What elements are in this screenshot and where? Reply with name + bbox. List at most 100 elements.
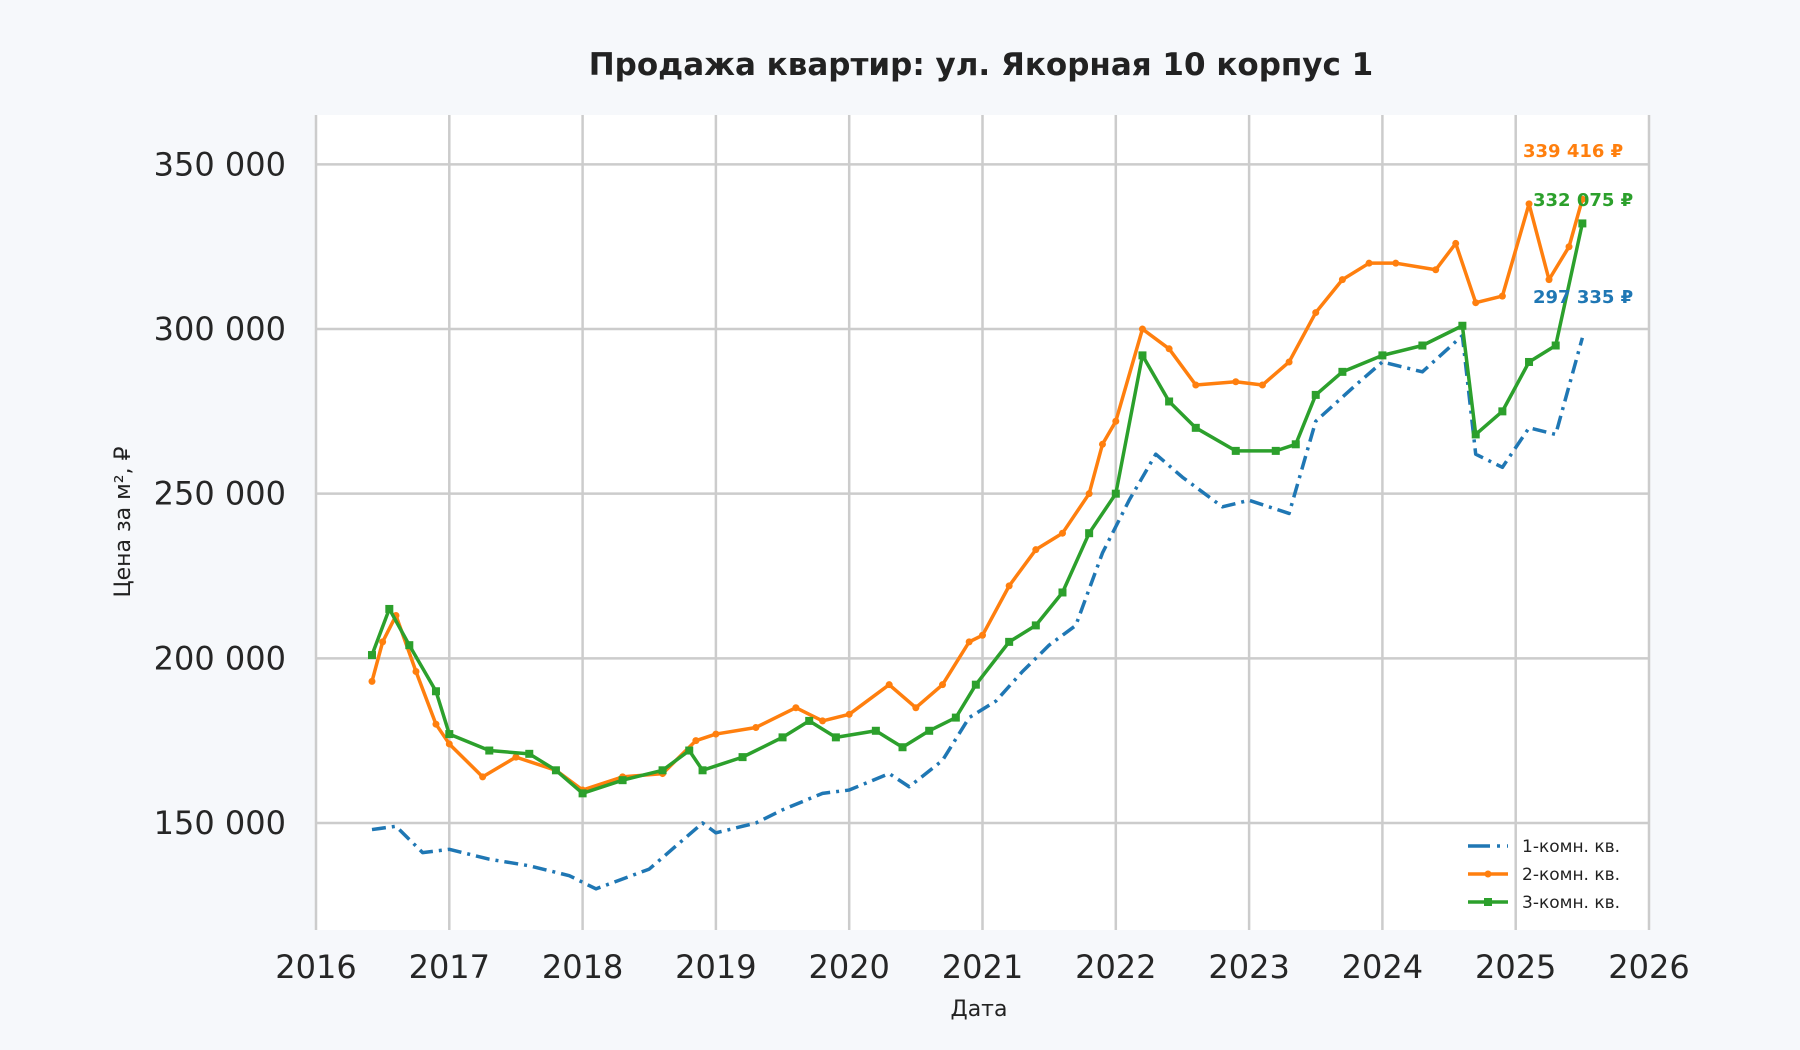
- data-point: [1058, 588, 1067, 597]
- data-point: [1058, 529, 1066, 537]
- grid: [314, 115, 1651, 930]
- data-point: [1472, 299, 1480, 307]
- x-tick-label: 2026: [1608, 948, 1689, 986]
- data-point: [432, 720, 440, 728]
- data-point: [1165, 345, 1173, 353]
- data-point: [805, 716, 814, 725]
- data-point: [965, 638, 973, 646]
- data-point: [1471, 430, 1480, 439]
- data-point: [1365, 259, 1373, 267]
- data-point: [1098, 440, 1106, 448]
- data-point: [431, 687, 440, 696]
- data-point: [1271, 446, 1280, 455]
- data-point: [1312, 309, 1320, 317]
- series-lines: [367, 195, 1587, 891]
- x-tick-label: 2017: [409, 948, 490, 986]
- data-point: [412, 668, 420, 676]
- data-point: [1005, 582, 1013, 590]
- data-point: [1338, 276, 1346, 284]
- data-point: [551, 766, 560, 775]
- data-point: [1392, 259, 1400, 267]
- y-tick-label: 300 000: [154, 310, 286, 348]
- data-point: [1111, 489, 1120, 498]
- data-point: [692, 737, 700, 745]
- data-point: [1138, 351, 1147, 360]
- chart-title: Продажа квартир: ул. Якорная 10 корпус 1: [589, 47, 1374, 83]
- data-point: [1232, 378, 1240, 386]
- data-point: [845, 710, 853, 718]
- data-point: [898, 743, 907, 752]
- data-point: [1525, 357, 1534, 366]
- data-point: [1112, 417, 1120, 425]
- data-point: [925, 726, 934, 735]
- x-tick-label: 2021: [942, 948, 1023, 986]
- data-point: [1378, 351, 1387, 360]
- y-axis-label: Цена за м², ₽: [111, 446, 136, 597]
- x-tick-label: 2019: [675, 948, 756, 986]
- data-point: [792, 704, 800, 712]
- data-point: [1258, 381, 1266, 389]
- data-point: [658, 766, 667, 775]
- data-point: [1452, 239, 1460, 247]
- y-tick-label: 250 000: [154, 475, 286, 513]
- x-tick-label: 2023: [1208, 948, 1289, 986]
- axes: 2016 2017 2018 2019 2020 2021 2022 2023 2024 2025…: [154, 145, 1690, 986]
- data-point: [752, 723, 760, 731]
- data-point: [1285, 358, 1293, 366]
- data-point: [831, 733, 840, 742]
- x-tick-label: 2020: [808, 948, 889, 986]
- data-point: [405, 641, 414, 650]
- data-point: [1578, 195, 1586, 203]
- data-point: [819, 717, 827, 725]
- x-tick-label: 2016: [275, 948, 356, 986]
- data-point: [1032, 546, 1040, 554]
- data-point: [939, 681, 947, 689]
- legend-label: 2-комн. кв.: [1522, 865, 1620, 885]
- data-point: [1338, 367, 1347, 376]
- data-point: [979, 631, 986, 639]
- last-value-label: 297 335 ₽: [1533, 287, 1633, 308]
- data-point: [445, 730, 454, 739]
- legend-label: 1-комн. кв.: [1522, 837, 1620, 857]
- data-point: [685, 746, 694, 755]
- data-point: [885, 681, 893, 689]
- annotations: 297 335 ₽ 339 416 ₽ 332 075 ₽: [1523, 141, 1633, 308]
- data-point: [951, 713, 960, 722]
- data-point: [1418, 341, 1427, 350]
- data-point: [1138, 325, 1146, 333]
- data-point: [1085, 529, 1094, 538]
- x-axis-label: Дата: [951, 997, 1008, 1022]
- data-point: [1165, 397, 1174, 406]
- data-point: [479, 773, 487, 781]
- series-line-1: [371, 333, 1585, 891]
- data-point: [1291, 440, 1300, 449]
- data-point: [971, 680, 980, 689]
- data-point: [1458, 321, 1467, 330]
- data-point: [738, 753, 747, 762]
- y-tick-label: 200 000: [154, 639, 286, 677]
- data-point: [512, 753, 520, 761]
- data-point: [1551, 341, 1560, 350]
- x-tick-label: 2018: [542, 948, 623, 986]
- data-point: [1192, 381, 1200, 389]
- data-point: [1545, 276, 1553, 284]
- data-point: [485, 746, 494, 755]
- legend: 1-комн. кв. 2-комн. кв. 3-комн. кв.: [1468, 837, 1620, 913]
- legend-marker: [1484, 898, 1492, 906]
- data-point: [871, 726, 880, 735]
- data-point: [698, 766, 707, 775]
- data-point: [1498, 407, 1507, 416]
- data-point: [1231, 446, 1240, 455]
- data-point: [1191, 423, 1200, 432]
- data-point: [1525, 200, 1533, 208]
- y-tick-label: 350 000: [154, 145, 286, 183]
- data-point: [368, 677, 376, 685]
- legend-label: 3-комн. кв.: [1522, 893, 1620, 913]
- data-point: [1565, 243, 1573, 251]
- x-tick-label: 2024: [1342, 948, 1423, 986]
- x-tick-label: 2022: [1075, 948, 1156, 986]
- data-point: [1498, 292, 1506, 300]
- data-point: [1085, 490, 1093, 498]
- legend-marker: [1484, 870, 1492, 878]
